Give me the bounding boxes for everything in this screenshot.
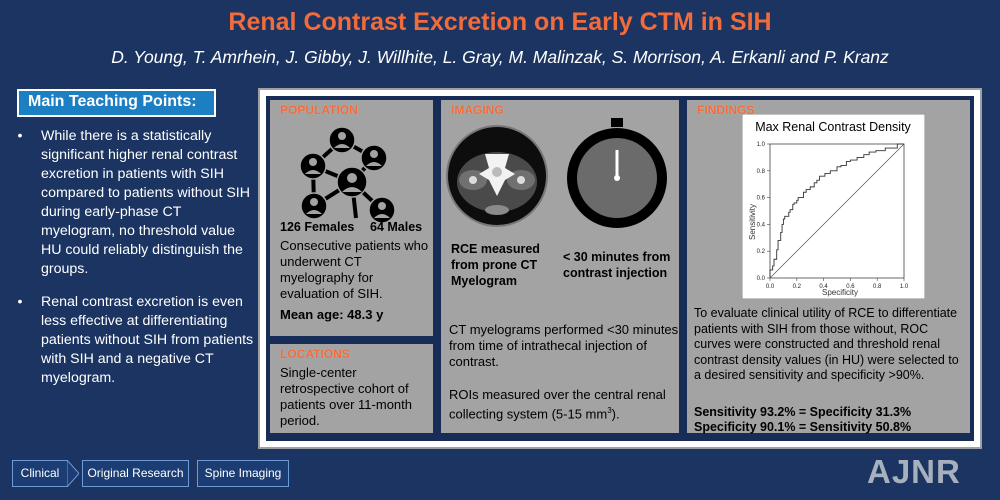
chart-xlabel: Specificity — [822, 288, 858, 297]
population-panel: POPULATION — [270, 100, 433, 336]
locations-panel: LOCATIONS Single-center retrospective co… — [270, 344, 433, 433]
mean-age: Mean age: 48.3 y — [280, 307, 384, 322]
reference-diagonal-line — [769, 143, 905, 279]
population-heading: POPULATION — [280, 103, 358, 117]
teaching-point: • While there is a statistically signific… — [14, 127, 254, 279]
bullet-icon: • — [17, 294, 23, 310]
y-tick-label: 0.0 — [757, 276, 766, 282]
imaging-panel: IMAGING RCE measured from prone CT Myelo — [441, 100, 679, 433]
roc-chart: Max Renal Contrast Density Sensitivity S… — [742, 114, 925, 299]
imaging-text-2: ROIs measured over the central renal col… — [449, 387, 679, 422]
males-count: 64 Males — [370, 220, 423, 234]
chart-axes — [769, 143, 905, 279]
teaching-point: • Renal contrast excretion is even less e… — [14, 293, 254, 388]
ct-scan-icon — [446, 125, 548, 227]
author-list: D. Young, T. Amrhein, J. Gibby, J. Willh… — [111, 47, 889, 67]
locations-heading: LOCATIONS — [280, 347, 350, 361]
people-network-icon — [299, 126, 396, 224]
chart-ylabel: Sensitivity — [748, 204, 757, 240]
summary-frame: POPULATION — [258, 88, 982, 449]
findings-text: To evaluate clinical utility of RCE to d… — [694, 306, 959, 382]
plot-border — [769, 143, 905, 279]
x-tick-label: 0.8 — [873, 284, 882, 290]
teaching-points-list: • While there is a statistically signific… — [14, 127, 254, 400]
y-tick-label: 1.0 — [757, 142, 766, 148]
population-description: Consecutive patients who underwent CT my… — [280, 238, 429, 301]
cubic-superscript: 3 — [607, 406, 612, 415]
sensitivity-stat: Sensitivity 93.2% = Specificity 31.3% — [694, 405, 912, 419]
teaching-points-heading: Main Teaching Points: — [17, 89, 216, 117]
teaching-point-text: While there is a statistically significa… — [41, 128, 250, 277]
ajnr-logo: AJNR — [867, 453, 961, 490]
chart-lines — [769, 143, 905, 279]
specificity-stat: Specificity 90.1% = Sensitivity 50.8% — [694, 420, 912, 434]
x-tick-label: 1.0 — [900, 284, 909, 290]
clinical-tag[interactable]: Clinical — [12, 460, 68, 487]
teaching-point-text: Renal contrast excretion is even less ef… — [41, 294, 254, 386]
roc-curve-line — [769, 143, 904, 278]
findings-panel: FINDINGS Max Renal Contrast Density Sens… — [687, 100, 970, 434]
original-research-tag[interactable]: Original Research — [82, 460, 189, 487]
imaging-text-1: CT myelograms performed <30 minutes from… — [449, 322, 679, 369]
y-tick-label: 0.8 — [757, 169, 766, 175]
x-tick-label: 0.0 — [766, 284, 775, 290]
imaging-text-2-suffix: ). — [611, 406, 620, 422]
x-tick-label: 0.4 — [819, 284, 828, 290]
spine-imaging-tag[interactable]: Spine Imaging — [197, 460, 289, 487]
imaging-heading: IMAGING — [451, 103, 504, 117]
poster-title: Renal Contrast Excretion on Early CTM in… — [228, 8, 772, 36]
y-tick-label: 0.4 — [757, 222, 766, 228]
chevron-right-icon — [67, 460, 79, 487]
time-caption: < 30 minutes from contrast injection — [563, 250, 671, 280]
y-tick-label: 0.2 — [757, 249, 766, 255]
locations-text: Single-center retrospective cohort of pa… — [280, 365, 412, 428]
stopwatch-icon — [567, 118, 667, 228]
chart-ticks: 0.0 0.2 0.4 0.6 0.8 1.0 0.0 0.2 0.4 0.6 0.8 1.0 — [757, 142, 909, 290]
summary-frame-inner: POPULATION — [266, 96, 974, 441]
chart-title: Max Renal Contrast Density — [755, 120, 911, 134]
bullet-icon: • — [17, 128, 23, 144]
y-tick-label: 0.6 — [757, 196, 766, 202]
x-tick-label: 0.2 — [793, 284, 802, 290]
imaging-text-2-prefix: ROIs measured over the central renal col… — [449, 387, 666, 422]
rce-caption: RCE measured from prone CT Myelogram — [451, 242, 540, 288]
females-count: 126 Females — [280, 220, 355, 234]
x-tick-label: 0.6 — [846, 284, 855, 290]
findings-heading: FINDINGS — [697, 103, 755, 117]
